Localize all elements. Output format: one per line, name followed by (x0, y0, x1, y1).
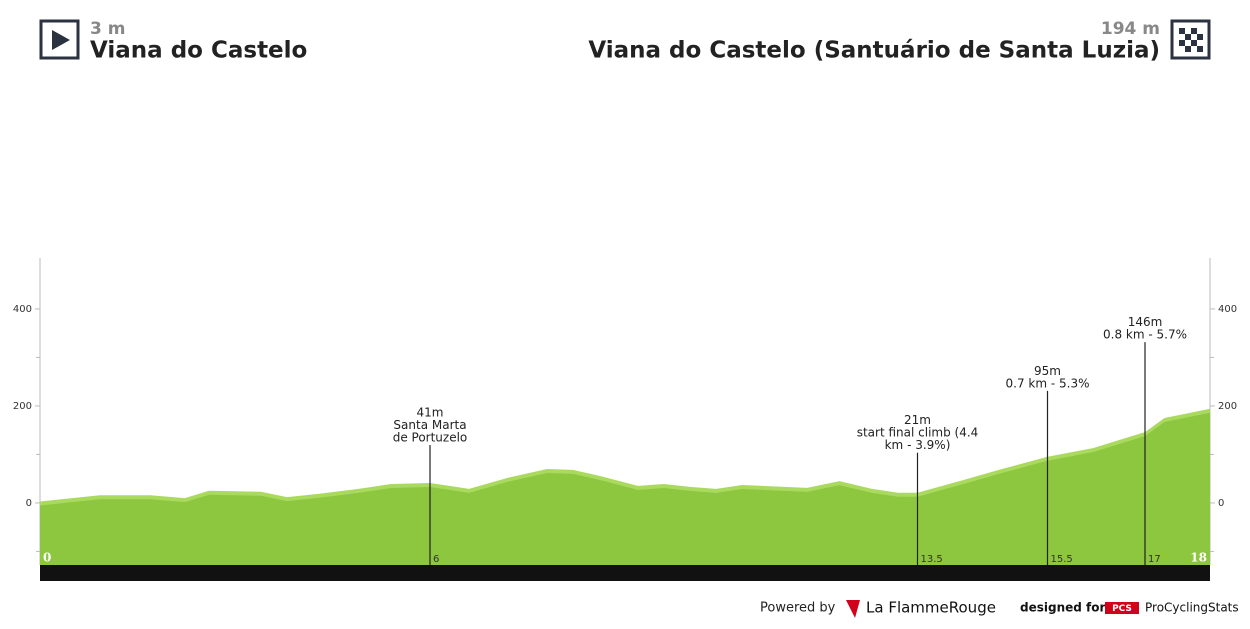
marker-note: 0.7 km - 5.3% (1006, 376, 1090, 390)
road-bar (40, 565, 1210, 581)
site: ProCyclingStats (1145, 601, 1239, 615)
marker-km: 6 (433, 554, 439, 565)
marker-note: start final climb (4.4 (857, 426, 979, 440)
start-name: Viana do Castelo (90, 38, 307, 64)
y-tick-label: 0 (26, 498, 32, 509)
marker-elevation: 146m (1128, 315, 1163, 329)
pcs-badge (1105, 602, 1139, 614)
y2-tick-label: 0 (1218, 498, 1224, 509)
pcs-label: PCS (1112, 604, 1132, 614)
profile-area (40, 412, 1210, 565)
marker-note: km - 3.9%) (885, 438, 951, 452)
marker-note: Santa Marta (393, 418, 466, 432)
y2-tick-label: 200 (1218, 401, 1237, 412)
flamme-logo (846, 600, 860, 618)
marker-note: de Portuzelo (393, 431, 468, 445)
x-tick-label: 18 (1190, 551, 1207, 565)
y-tick-label: 400 (13, 304, 32, 315)
y-tick-label: 200 (13, 401, 32, 412)
marker-km: 15.5 (1051, 554, 1073, 565)
powered-by: Powered by (760, 601, 836, 616)
finish-name: Viana do Castelo (Santuário de Santa Luz… (588, 38, 1160, 64)
x-tick-label: 0 (43, 551, 51, 565)
marker-elevation: 21m (904, 413, 931, 427)
brand: La FlammeRouge (866, 599, 996, 617)
start-elevation: 3 m (90, 19, 125, 39)
y2-tick-label: 400 (1218, 304, 1237, 315)
marker-note: 0.8 km - 5.7% (1103, 328, 1187, 342)
marker-km: 17 (1148, 554, 1161, 565)
designed-for: designed for (1020, 601, 1105, 615)
finish-elevation: 194 m (1101, 19, 1160, 39)
marker-elevation: 41m (417, 406, 444, 420)
start-icon (39, 19, 80, 60)
marker-km: 13.5 (921, 554, 943, 565)
finish-icon (1170, 19, 1211, 60)
marker-elevation: 95m (1034, 364, 1061, 378)
